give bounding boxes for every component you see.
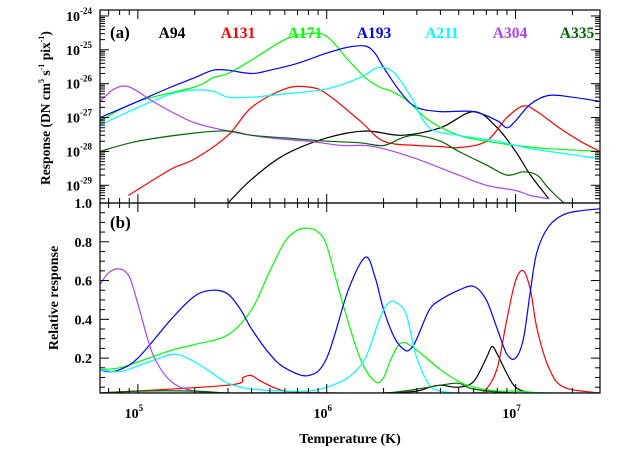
panel-a-y-axis-label: Response (DN cm5 s-1 pix-1)	[37, 31, 53, 185]
panel-b-series	[100, 208, 600, 393]
panel-a-series-a171	[100, 32, 600, 152]
legend-entry-a193: A193	[357, 25, 392, 42]
panel-b-y-tick-label: 0.2	[75, 352, 93, 367]
panel-a-series-a193	[100, 44, 600, 129]
panel-a-series-a94	[227, 110, 550, 203]
panel-a-y-tick-label: 10-26	[66, 74, 92, 93]
legend-entry-a304: A304	[493, 25, 528, 42]
legend-entry-a211: A211	[425, 25, 459, 42]
panel-b-y-tick-label: 1.0	[75, 197, 93, 212]
panel-a-series-a131	[127, 85, 600, 197]
panel-a-series-a304	[100, 85, 549, 200]
panel-b-y-tick-label: 0.8	[75, 236, 93, 251]
panel-a-y-tick-label: 10-25	[66, 40, 92, 59]
legend-entry-a131: A131	[221, 25, 255, 42]
panel-a-y-tick-label: 10-27	[66, 108, 92, 127]
x-tick-label: 106	[313, 403, 332, 422]
legend-entry-a171: A171	[288, 25, 322, 42]
panel-b-frame	[99, 202, 601, 394]
x-tick-label: 105	[125, 403, 144, 422]
panel-a-ticks: 10-24 10-25 10-26 10-27 10-28 10-29	[66, 6, 600, 204]
legend-entry-a94: A94	[159, 25, 186, 42]
panel-b-ticks: 0.2 0.4 0.6 0.8 1.0	[75, 197, 600, 393]
panel-a-y-tick-label: 10-28	[66, 141, 92, 160]
x-axis-label: Temperature (K)	[299, 432, 401, 447]
panel-b-y-tick-label: 0.4	[75, 313, 93, 328]
panel-a-response: 10-24 10-25 10-26 10-27 10-28 10-29 (a) A94 A1…	[37, 6, 601, 204]
legend-entry-a335: A335	[560, 25, 595, 42]
panel-b-series-a193	[100, 208, 600, 377]
panel-a-legend: A94 A131 A171 A193 A211 A304 A335	[159, 25, 595, 42]
x-tick-label: 107	[502, 403, 521, 422]
panel-b-label: (b)	[110, 213, 131, 232]
panel-b-series-a171	[100, 227, 600, 393]
panel-b-series-a304	[100, 268, 600, 393]
panel-a-series	[100, 32, 600, 203]
panel-b-series-a94	[100, 345, 549, 393]
panel-b-series-a131	[100, 269, 600, 393]
panel-b-y-axis-label: Relative response	[47, 246, 62, 350]
panel-a-y-tick-label: 10-29	[66, 175, 92, 194]
x-axis-tick-labels: 105 106 107	[125, 403, 522, 422]
panel-a-y-tick-label: 10-24	[66, 6, 92, 25]
panel-b-y-tick-label: 0.6	[75, 275, 93, 290]
panel-a-series-a335	[100, 130, 565, 203]
panel-a-series-a211	[100, 66, 600, 160]
panel-b-relative-response: 0.2 0.4 0.6 0.8 1.0 (b) Relative response	[47, 197, 601, 394]
panel-a-label: (a)	[110, 23, 130, 42]
